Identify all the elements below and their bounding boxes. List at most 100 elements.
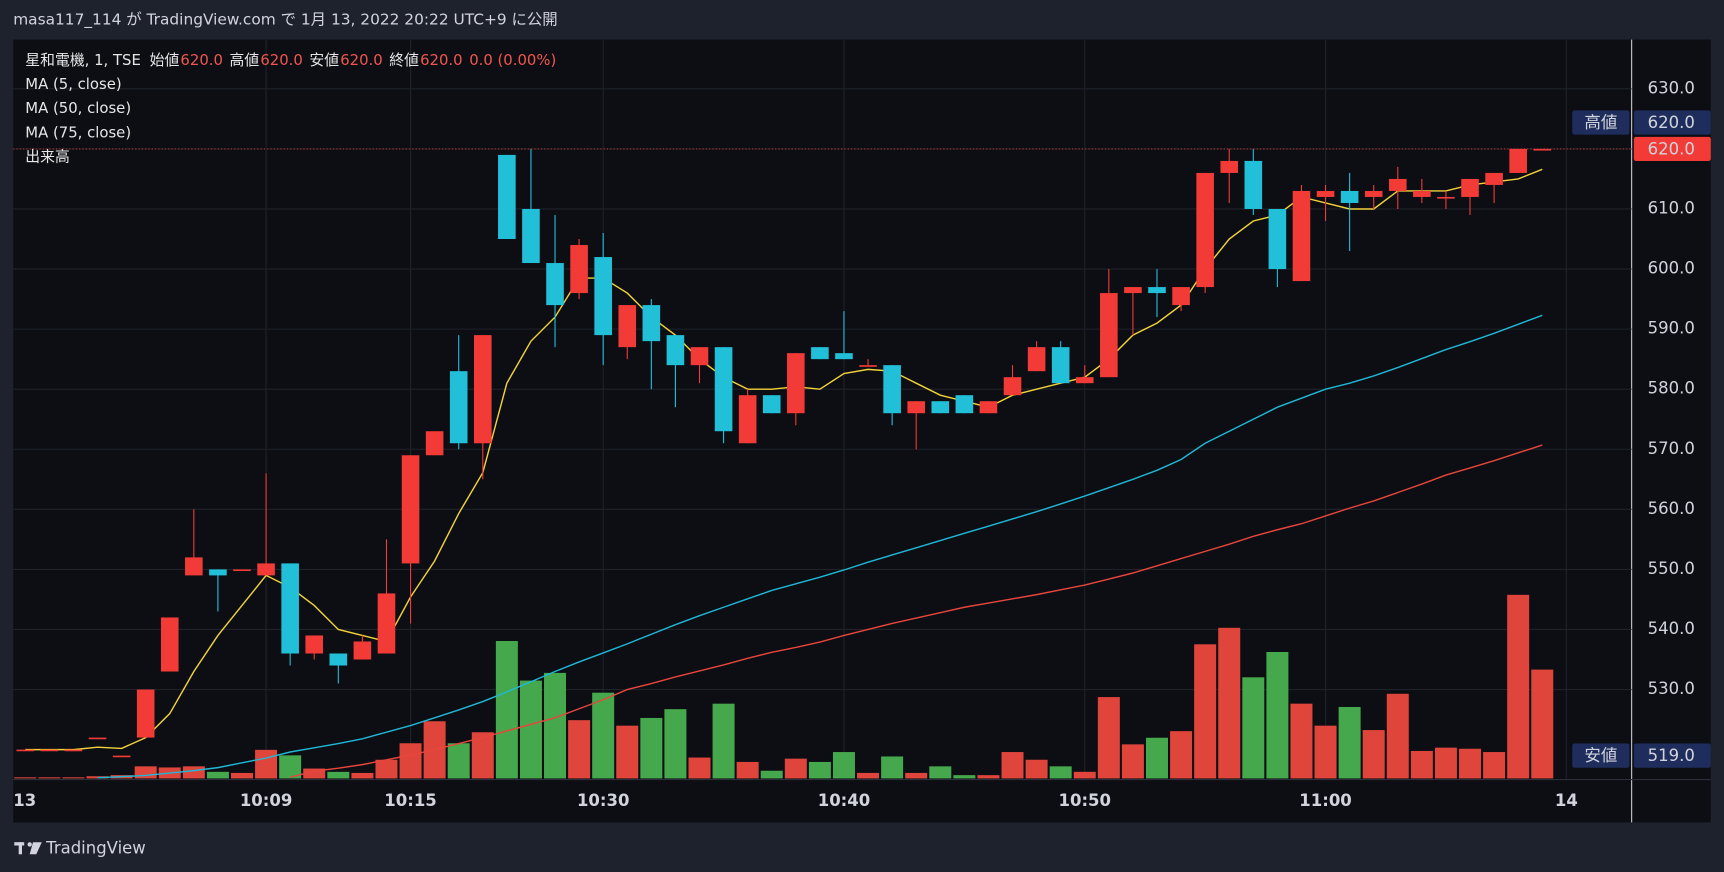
volume-bar	[1170, 731, 1193, 779]
volume-bar	[134, 766, 157, 779]
candle-body	[1364, 190, 1383, 197]
candle-body	[425, 431, 444, 456]
volume-bar	[1266, 651, 1289, 779]
candle-body	[1075, 377, 1094, 384]
legend-text: 高値	[229, 51, 260, 70]
volume-bar	[1025, 759, 1048, 779]
candle-body	[1003, 377, 1022, 396]
candle-body	[642, 305, 661, 342]
legend-text: MA (5, close)	[25, 75, 122, 94]
candle-body	[1533, 148, 1552, 151]
candle-body	[738, 395, 757, 444]
volume-bar	[1386, 693, 1409, 779]
legend-line: 出来高	[25, 145, 563, 169]
legend-line: 星和電機, 1, TSE 始値620.0 高値620.0 安値620.0 終値620.0…	[25, 48, 563, 72]
volume-bar	[351, 772, 374, 779]
candle-body	[1220, 160, 1239, 173]
volume-bar	[1049, 766, 1072, 779]
volume-bar	[1290, 703, 1313, 779]
volume-bar	[182, 766, 205, 779]
candle-body	[1509, 148, 1527, 173]
candle-body	[160, 617, 179, 672]
candle-body	[859, 365, 877, 367]
candle-body	[883, 365, 901, 414]
volume-bar	[905, 772, 928, 779]
volume-bar	[1242, 677, 1265, 779]
y-tick-label: 560.0	[1648, 499, 1695, 518]
volume-bar	[255, 749, 278, 779]
candle-body	[353, 641, 372, 660]
volume-bar	[640, 717, 663, 779]
legend-text: 出来高	[25, 148, 70, 167]
legend-text: 0.0 (0.00%)	[469, 51, 557, 70]
low_marker-badge	[1633, 743, 1711, 768]
volume-bar	[231, 772, 253, 779]
y-tick-label: 540.0	[1648, 619, 1695, 638]
legend-line: MA (50, close)	[25, 97, 563, 121]
x-tick-label: 11:00	[1299, 791, 1351, 810]
volume-bar	[471, 732, 494, 779]
candle-body	[40, 749, 59, 752]
volume-bar	[327, 771, 350, 779]
x-tick-label: 10:50	[1059, 791, 1111, 810]
legend-text: 安値	[309, 51, 340, 70]
x-tick-label: 10:40	[818, 791, 870, 810]
volume-bar	[977, 775, 1000, 779]
candle-body	[835, 353, 853, 360]
volume-bar	[1459, 748, 1482, 779]
legend-text: MA (75, close)	[25, 124, 132, 142]
candle-body	[209, 569, 227, 576]
volume-bar	[1434, 747, 1457, 779]
volume-bar	[760, 770, 783, 779]
volume-bar	[1194, 644, 1217, 779]
candle-body	[185, 557, 203, 576]
chart-panel	[13, 39, 1711, 823]
candle-body	[64, 749, 83, 752]
candle-body	[1292, 190, 1311, 282]
volume-bar	[664, 709, 687, 779]
candle-body	[112, 755, 131, 758]
candle-body	[281, 563, 299, 654]
candle-body	[88, 737, 107, 740]
high_marker-name-badge	[1572, 110, 1630, 135]
header: masa117_114 が TradingView.com で 1月 13, 2…	[13, 10, 557, 29]
candle-body	[1388, 178, 1407, 191]
candle-body	[522, 208, 540, 264]
logo	[14, 842, 42, 855]
candle-body	[498, 154, 516, 240]
x-tick-label: 13	[13, 791, 36, 810]
candle-body	[16, 749, 35, 752]
y-tick-label: 610.0	[1648, 198, 1695, 217]
candle-body	[473, 335, 492, 444]
y-tick-label: 570.0	[1648, 439, 1695, 458]
candle-body	[618, 305, 637, 348]
volume-bar	[857, 772, 880, 779]
volume-bar	[1507, 594, 1530, 779]
volume-bar	[1097, 697, 1120, 779]
volume-bar	[399, 743, 422, 779]
x-tick-label: 10:15	[384, 791, 436, 810]
volume-bar	[38, 777, 61, 779]
volume-bar	[1145, 737, 1168, 779]
volume-bar	[1410, 750, 1433, 779]
last-price-badge	[1633, 136, 1711, 162]
ma-line	[97, 314, 1543, 779]
volume-bar	[929, 766, 952, 779]
volume-bar	[206, 771, 229, 779]
volume-bar	[1001, 752, 1024, 779]
volume-bar	[1483, 752, 1506, 779]
volume-bar	[1218, 627, 1241, 779]
candle-body	[1268, 208, 1287, 270]
candle-body	[257, 563, 275, 576]
candle-body	[233, 569, 251, 572]
y-tick-label: 530.0	[1648, 679, 1695, 698]
volume-bar	[592, 692, 615, 779]
legend-text: 終値	[389, 51, 419, 70]
volume-bar	[616, 725, 639, 779]
volume-bar	[832, 752, 855, 779]
legend-text: 620.0	[420, 51, 463, 70]
candle-body	[377, 593, 396, 654]
candle-body	[546, 263, 564, 306]
legend-line: MA (75, close)	[25, 121, 563, 145]
high_marker-badge	[1633, 110, 1711, 135]
